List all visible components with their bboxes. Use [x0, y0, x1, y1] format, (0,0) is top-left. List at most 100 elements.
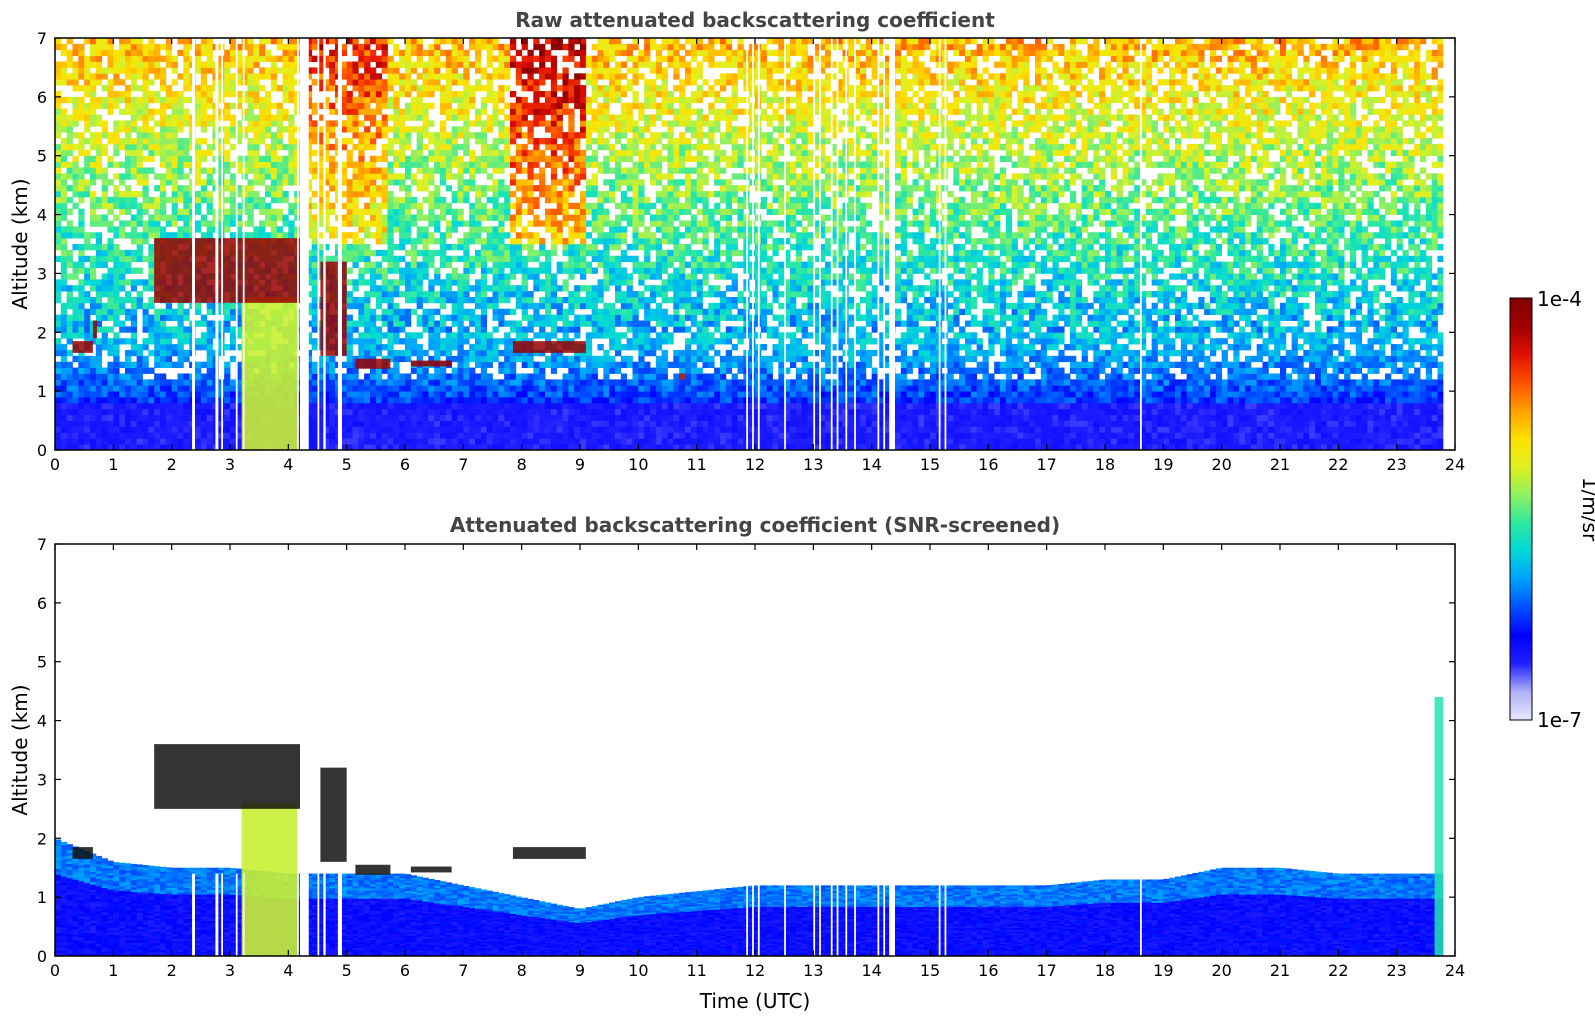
y-tick-label: 0 — [37, 441, 47, 460]
x-tick-label: 13 — [803, 455, 823, 474]
x-tick-label: 9 — [575, 455, 585, 474]
x-tick-label: 14 — [861, 455, 881, 474]
raw-missing-data-gap — [297, 38, 299, 450]
x-tick-label: 12 — [745, 455, 765, 474]
raw-cloud-layer — [93, 321, 97, 339]
y-tick-label: 4 — [37, 712, 47, 731]
raw-missing-data-gap — [845, 38, 847, 450]
raw-missing-data-gap — [939, 38, 941, 450]
x-tick-label: 16 — [978, 961, 998, 980]
x-tick-label: 19 — [1153, 961, 1173, 980]
x-tick-label: 24 — [1445, 455, 1465, 474]
raw-missing-data-gap — [746, 38, 748, 450]
lidar-figure: Raw attenuated backscattering coefficien… — [0, 0, 1595, 1020]
screened-missing-data-gap — [236, 874, 238, 956]
x-tick-label: 24 — [1445, 961, 1465, 980]
x-tick-label: 10 — [628, 455, 648, 474]
raw-missing-data-gap — [854, 38, 856, 450]
x-tick-label: 21 — [1270, 455, 1290, 474]
x-tick-label: 5 — [342, 961, 352, 980]
x-tick-label: 22 — [1328, 961, 1348, 980]
x-tick-label: 15 — [920, 961, 940, 980]
screened-backscatter-panel: Attenuated backscattering coefficient (S… — [8, 513, 1465, 1013]
screened-cloud-layer — [513, 847, 586, 859]
y-tick-label: 0 — [37, 947, 47, 966]
x-tick-label: 19 — [1153, 455, 1173, 474]
screened-missing-data-gap — [845, 874, 847, 956]
screened-cloud-layer — [320, 768, 346, 862]
screened-heatmap-area — [55, 697, 1455, 956]
y-tick-label: 6 — [37, 88, 47, 107]
raw-missing-data-gap — [813, 38, 815, 450]
screened-missing-data-gap — [819, 874, 821, 956]
x-tick-label: 20 — [1211, 961, 1231, 980]
colorbar-min-label: 1e-7 — [1537, 708, 1582, 732]
x-tick-label: 11 — [686, 961, 706, 980]
y-tick-label: 5 — [37, 653, 47, 672]
raw-cloud-layer — [679, 373, 685, 379]
screened-cloud-layer — [73, 847, 93, 859]
screened-missing-data-gap — [323, 874, 325, 956]
y-tick-label: 4 — [37, 206, 47, 225]
screened-missing-data-gap — [1443, 874, 1455, 956]
raw-missing-data-gap — [831, 38, 833, 450]
x-tick-label: 14 — [861, 961, 881, 980]
x-tick-label: 10 — [628, 961, 648, 980]
raw-panel-title: Raw attenuated backscattering coefficien… — [515, 8, 995, 32]
raw-missing-data-gap — [338, 38, 342, 450]
raw-cloud-layer — [355, 359, 390, 369]
x-tick-label: 11 — [686, 455, 706, 474]
screened-missing-data-gap — [889, 874, 895, 956]
x-tick-label: 18 — [1095, 961, 1115, 980]
raw-missing-data-gap — [221, 38, 223, 450]
screened-late-plume — [1435, 697, 1444, 956]
screened-missing-data-gap — [945, 874, 947, 956]
x-tick-label: 23 — [1386, 961, 1406, 980]
raw-missing-data-gap — [945, 38, 947, 450]
screened-missing-data-gap — [939, 874, 941, 956]
x-tick-label: 20 — [1211, 455, 1231, 474]
x-tick-label: 2 — [167, 961, 177, 980]
raw-missing-data-gap — [1443, 38, 1455, 450]
raw-backscatter-panel: Raw attenuated backscattering coefficien… — [8, 8, 1465, 474]
screened-missing-data-gap — [883, 874, 885, 956]
raw-missing-data-gap — [192, 38, 195, 450]
x-tick-label: 1 — [108, 455, 118, 474]
x-tick-label: 12 — [745, 961, 765, 980]
x-tick-label: 6 — [400, 455, 410, 474]
x-tick-label: 21 — [1270, 961, 1290, 980]
screened-missing-data-gap — [221, 874, 223, 956]
screened-missing-data-gap — [878, 874, 880, 956]
x-tick-label: 6 — [400, 961, 410, 980]
screened-precipitation-column — [242, 803, 297, 956]
time-axis-label: Time (UTC) — [699, 989, 811, 1013]
x-tick-label: 16 — [978, 455, 998, 474]
screened-missing-data-gap — [338, 874, 342, 956]
raw-missing-data-gap — [878, 38, 880, 450]
raw-cloud-layer — [154, 238, 300, 303]
y-tick-label: 7 — [37, 29, 47, 48]
screened-missing-data-gap — [746, 874, 748, 956]
y-tick-label: 1 — [37, 888, 47, 907]
x-tick-label: 8 — [517, 961, 527, 980]
x-tick-label: 8 — [517, 455, 527, 474]
x-tick-label: 7 — [458, 455, 468, 474]
x-tick-label: 15 — [920, 455, 940, 474]
colorbar-unit-label: 1/m/sr — [1578, 477, 1595, 542]
x-tick-label: 23 — [1386, 455, 1406, 474]
raw-precipitation-column — [242, 297, 297, 450]
screened-cloud-layer — [411, 867, 452, 873]
screened-missing-data-gap — [192, 874, 195, 956]
raw-missing-data-gap — [215, 38, 218, 450]
raw-missing-data-gap — [236, 38, 238, 450]
x-tick-label: 7 — [458, 961, 468, 980]
colorbar-max-label: 1e-4 — [1537, 287, 1582, 311]
screened-missing-data-gap — [243, 874, 245, 956]
x-tick-label: 22 — [1328, 455, 1348, 474]
screened-missing-data-gap — [215, 874, 218, 956]
raw-missing-data-gap — [837, 38, 839, 450]
screened-missing-data-gap — [297, 874, 299, 956]
x-tick-label: 17 — [1036, 961, 1056, 980]
x-tick-label: 5 — [342, 455, 352, 474]
raw-missing-data-gap — [784, 38, 786, 450]
